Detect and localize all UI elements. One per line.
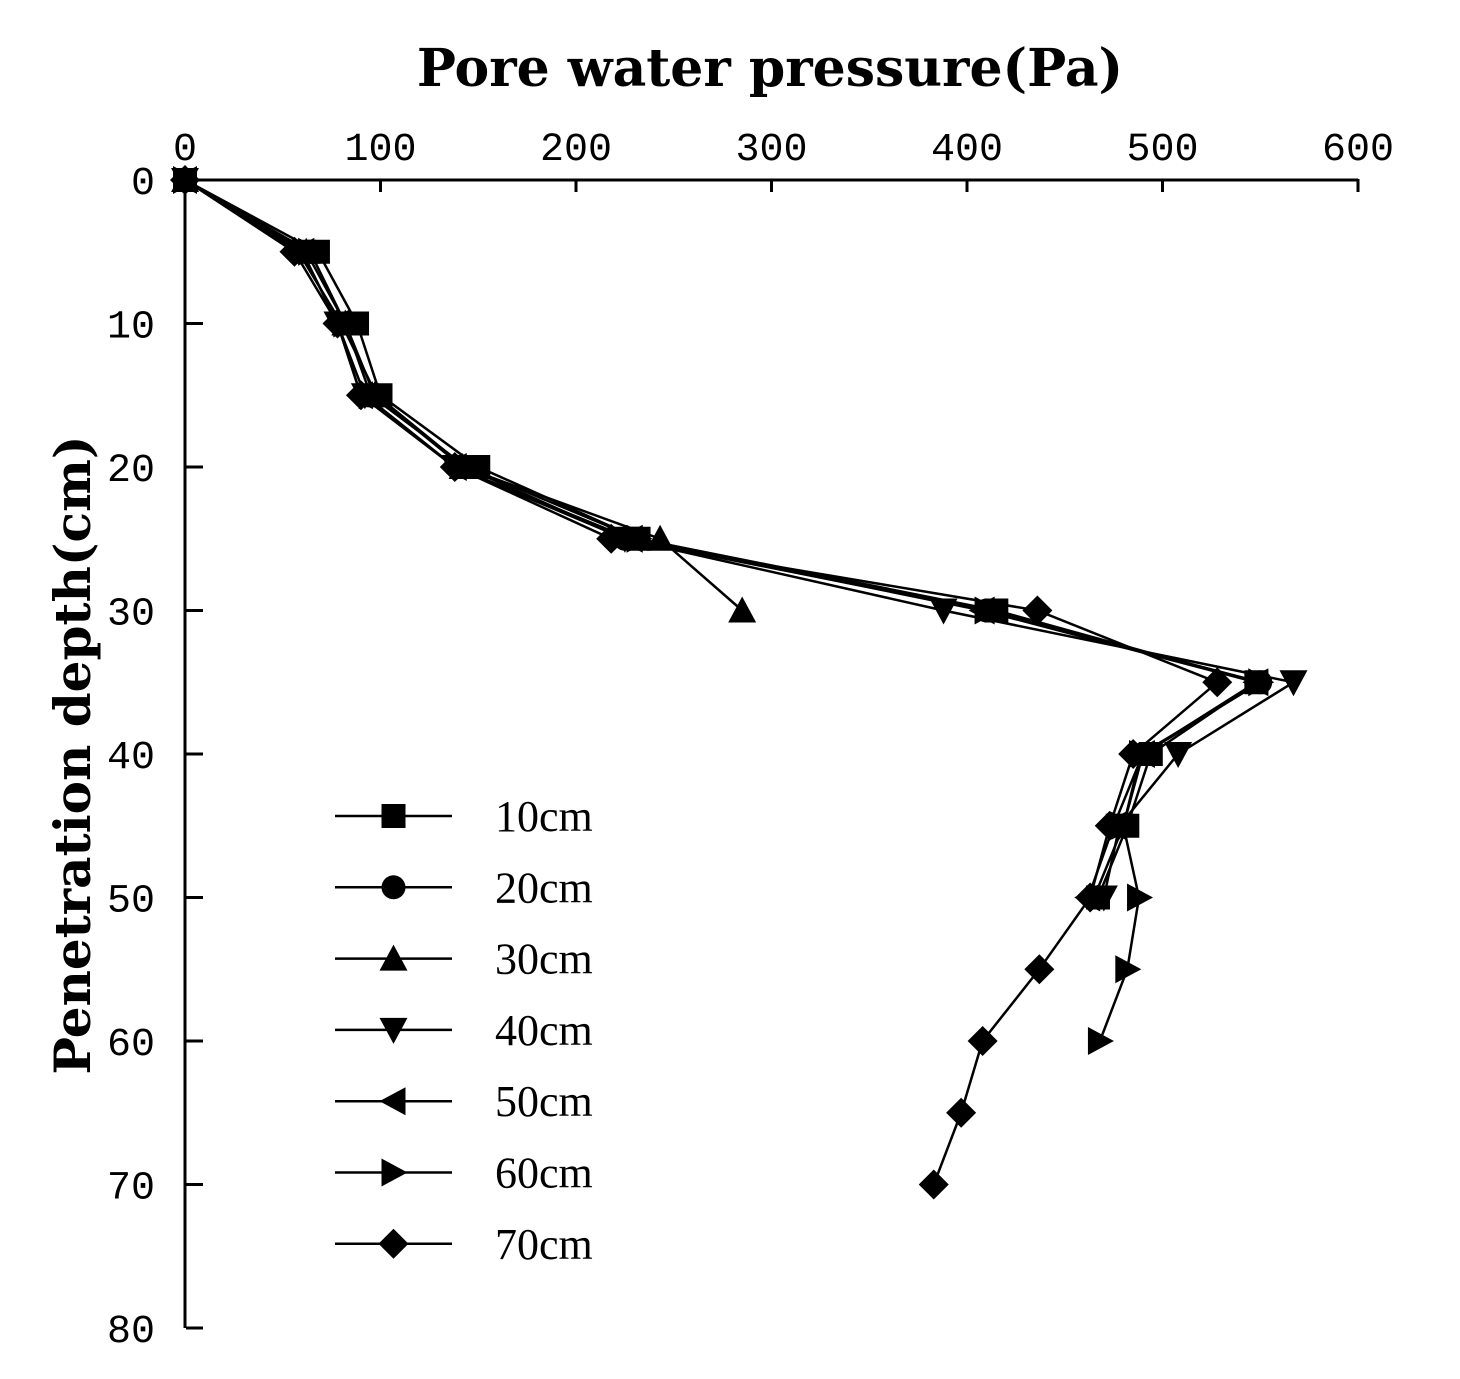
y-tick-label: 40 — [107, 736, 155, 781]
x-tick-label: 600 — [1322, 128, 1394, 173]
chart-title: Pore water pressure(Pa) — [417, 38, 1123, 99]
data-point-70cm — [1022, 595, 1053, 626]
legend-marker-triangle-up — [379, 944, 408, 971]
data-point-70cm — [1094, 810, 1125, 841]
legend-marker-diamond — [378, 1228, 409, 1259]
series-20cm — [173, 168, 1273, 910]
data-point-70cm — [1202, 667, 1233, 698]
legend-label: 70cm — [495, 1220, 593, 1269]
legend-entry-60cm: 60cm — [335, 1149, 593, 1198]
y-tick-label: 70 — [107, 1167, 155, 1212]
data-point-70cm — [322, 308, 353, 339]
x-tick-label: 500 — [1126, 128, 1198, 173]
legend-marker-triangle-right — [381, 1158, 408, 1187]
data-point-60cm — [1127, 883, 1154, 912]
legend-entry-70cm: 70cm — [335, 1220, 593, 1269]
data-point-70cm — [1118, 739, 1149, 769]
data-point-40cm — [1279, 670, 1308, 697]
legend-marker-triangle-down — [379, 1017, 408, 1044]
series-line-20cm — [184, 178, 1264, 898]
data-point-70cm — [170, 165, 200, 195]
data-point-30cm — [728, 596, 757, 623]
legend-label: 20cm — [495, 863, 593, 912]
legend-entry-20cm: 20cm — [335, 863, 593, 912]
x-tick-label: 100 — [344, 128, 416, 173]
legend-label: 50cm — [495, 1077, 593, 1126]
legend-label: 30cm — [495, 935, 593, 984]
data-point-70cm — [946, 1097, 977, 1128]
data-point-60cm — [974, 596, 1001, 625]
axes — [183, 178, 1360, 1330]
y-tick-label: 50 — [107, 880, 155, 925]
series-70cm — [170, 165, 1233, 1200]
series-10cm — [173, 168, 1269, 910]
data-point-70cm — [918, 1169, 949, 1200]
x-tick-label: 300 — [735, 128, 807, 173]
y-tick-label: 30 — [107, 593, 155, 638]
legend-entry-40cm: 40cm — [335, 1006, 593, 1055]
data-point-60cm — [626, 524, 653, 553]
legend-marker-square — [381, 804, 406, 828]
x-tick-label: 200 — [540, 128, 612, 173]
legend-entry-10cm: 10cm — [335, 792, 593, 841]
series-line-60cm — [184, 178, 1264, 1042]
legend-label: 60cm — [495, 1149, 593, 1198]
legend-marker-circle — [381, 875, 406, 900]
data-point-70cm — [1075, 882, 1106, 913]
data-point-70cm — [439, 452, 470, 482]
y-tick-label: 10 — [107, 306, 155, 351]
legend-entry-50cm: 50cm — [335, 1077, 593, 1126]
series-layer — [170, 165, 1308, 1200]
data-point-70cm — [1024, 954, 1055, 985]
x-tick-label: 400 — [931, 128, 1003, 173]
series-line-10cm — [184, 178, 1260, 898]
data-point-60cm — [1115, 955, 1142, 984]
data-point-70cm — [345, 380, 376, 411]
y-axis-label: Penetration depth(cm) — [43, 435, 102, 1074]
data-point-60cm — [298, 237, 325, 266]
data-point-60cm — [1248, 668, 1275, 697]
y-tick-label: 0 — [131, 162, 155, 207]
y-tick-label: 60 — [107, 1023, 155, 1068]
data-point-60cm — [1087, 1027, 1114, 1055]
series-line-50cm — [184, 178, 1260, 898]
series-30cm — [171, 166, 757, 623]
y-tick-label: 20 — [107, 449, 155, 494]
legend-marker-triangle-left — [379, 1087, 406, 1116]
data-point-40cm — [1164, 742, 1193, 768]
legend: 10cm 20cm 30cm 40cm 50cm 60cm 70cm — [335, 792, 593, 1269]
data-point-70cm — [279, 236, 310, 267]
series-60cm — [173, 166, 1275, 1055]
series-50cm — [171, 166, 1269, 912]
legend-label: 40cm — [495, 1006, 593, 1055]
y-tick-label: 80 — [107, 1310, 155, 1355]
data-point-70cm — [967, 1026, 998, 1056]
legend-label: 10cm — [495, 792, 593, 841]
legend-entry-30cm: 30cm — [335, 935, 593, 984]
data-point-70cm — [596, 523, 627, 554]
